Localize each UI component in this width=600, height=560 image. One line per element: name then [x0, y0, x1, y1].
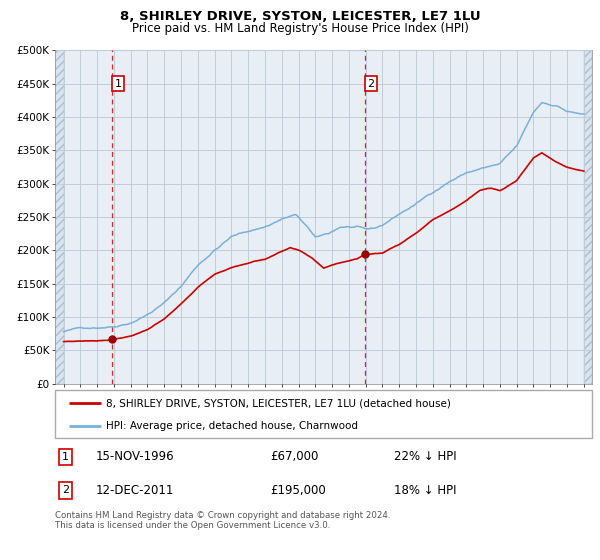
Bar	[584, 50, 592, 384]
Text: 22% ↓ HPI: 22% ↓ HPI	[394, 450, 456, 464]
Text: HPI: Average price, detached house, Charnwood: HPI: Average price, detached house, Char…	[106, 421, 358, 431]
Text: 18% ↓ HPI: 18% ↓ HPI	[394, 484, 456, 497]
Text: £195,000: £195,000	[270, 484, 326, 497]
Text: Contains HM Land Registry data © Crown copyright and database right 2024.
This d: Contains HM Land Registry data © Crown c…	[55, 511, 391, 530]
Text: 2: 2	[62, 486, 69, 496]
FancyBboxPatch shape	[55, 390, 592, 438]
Bar	[55, 50, 64, 384]
Text: Price paid vs. HM Land Registry's House Price Index (HPI): Price paid vs. HM Land Registry's House …	[131, 22, 469, 35]
Bar	[584, 50, 592, 384]
Bar	[55, 50, 64, 384]
Text: 2: 2	[367, 79, 374, 88]
Text: 1: 1	[62, 452, 68, 462]
Text: 15-NOV-1996: 15-NOV-1996	[95, 450, 174, 464]
Text: 1: 1	[115, 79, 121, 88]
Text: 8, SHIRLEY DRIVE, SYSTON, LEICESTER, LE7 1LU (detached house): 8, SHIRLEY DRIVE, SYSTON, LEICESTER, LE7…	[106, 398, 451, 408]
Text: 12-DEC-2011: 12-DEC-2011	[95, 484, 174, 497]
Text: £67,000: £67,000	[270, 450, 319, 464]
Text: 8, SHIRLEY DRIVE, SYSTON, LEICESTER, LE7 1LU: 8, SHIRLEY DRIVE, SYSTON, LEICESTER, LE7…	[119, 10, 481, 23]
